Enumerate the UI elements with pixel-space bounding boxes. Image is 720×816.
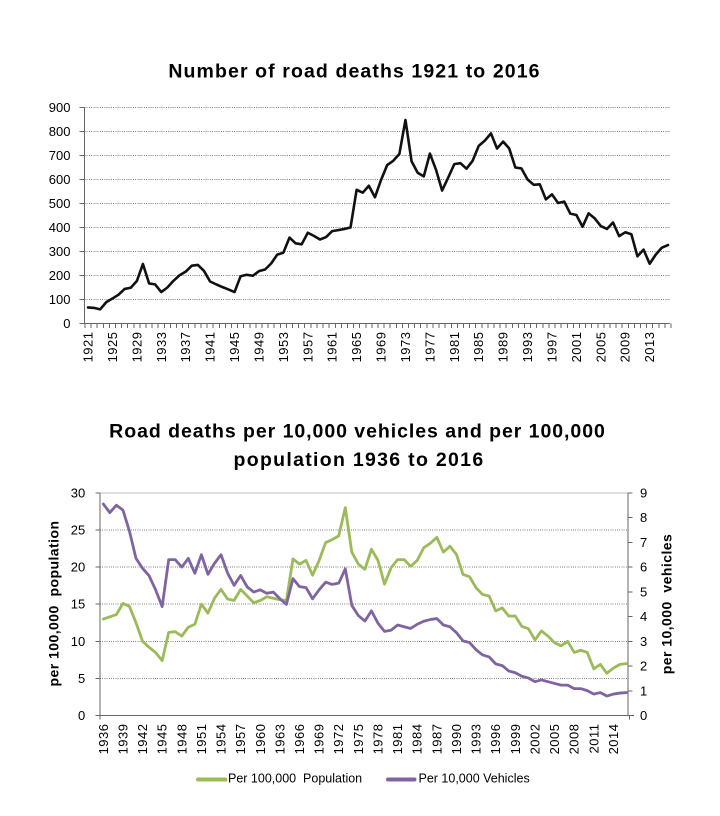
svg-text:1985: 1985 <box>471 332 486 363</box>
svg-text:1: 1 <box>640 683 647 698</box>
svg-text:1957: 1957 <box>233 724 248 755</box>
svg-text:5: 5 <box>640 584 647 599</box>
svg-text:20: 20 <box>71 560 85 575</box>
svg-text:Per 100,000 Population: Per 100,000 Population <box>228 771 362 785</box>
svg-text:7: 7 <box>640 535 647 550</box>
svg-text:6: 6 <box>640 560 647 575</box>
svg-text:1921: 1921 <box>81 332 96 363</box>
svg-text:1942: 1942 <box>135 724 150 755</box>
svg-text:1937: 1937 <box>178 332 193 363</box>
svg-text:Per 10,000 Vehicles: Per 10,000 Vehicles <box>419 771 530 785</box>
svg-text:1978: 1978 <box>371 724 386 755</box>
svg-text:1990: 1990 <box>449 724 464 755</box>
svg-text:2013: 2013 <box>642 332 657 363</box>
svg-text:1925: 1925 <box>105 332 120 363</box>
svg-text:1975: 1975 <box>351 724 366 755</box>
svg-text:1997: 1997 <box>545 332 560 363</box>
svg-text:1981: 1981 <box>390 724 405 755</box>
svg-text:2014: 2014 <box>606 724 621 755</box>
svg-text:1966: 1966 <box>292 724 307 755</box>
svg-text:900: 900 <box>49 100 71 115</box>
svg-text:1965: 1965 <box>349 332 364 363</box>
svg-text:1981: 1981 <box>447 332 462 363</box>
svg-text:2011: 2011 <box>586 724 601 754</box>
svg-text:9: 9 <box>640 485 647 500</box>
svg-text:5: 5 <box>78 671 85 686</box>
svg-text:1969: 1969 <box>312 724 327 755</box>
svg-text:per 10,000 vehicles: per 10,000 vehicles <box>659 534 675 675</box>
svg-text:1945: 1945 <box>227 332 242 363</box>
svg-text:1993: 1993 <box>469 724 484 755</box>
svg-text:8: 8 <box>640 510 647 525</box>
svg-text:1949: 1949 <box>251 332 266 363</box>
svg-text:200: 200 <box>49 268 71 283</box>
svg-text:0: 0 <box>640 708 647 723</box>
svg-text:1954: 1954 <box>214 724 229 755</box>
svg-text:1941: 1941 <box>203 332 218 363</box>
svg-text:10: 10 <box>71 634 85 649</box>
svg-text:700: 700 <box>49 148 71 163</box>
svg-text:1996: 1996 <box>488 724 503 755</box>
svg-text:800: 800 <box>49 124 71 139</box>
svg-text:2009: 2009 <box>618 332 633 363</box>
svg-text:1948: 1948 <box>174 724 189 755</box>
svg-text:1984: 1984 <box>410 724 425 755</box>
svg-text:per 100,000 population: per 100,000 population <box>46 521 62 687</box>
svg-text:1960: 1960 <box>253 724 268 755</box>
svg-text:1953: 1953 <box>276 332 291 363</box>
svg-text:500: 500 <box>49 196 71 211</box>
svg-text:1989: 1989 <box>496 332 511 363</box>
svg-text:population 1936 to 2016: population 1936 to 2016 <box>234 449 485 471</box>
svg-text:0: 0 <box>63 316 70 331</box>
svg-text:1929: 1929 <box>129 332 144 363</box>
svg-text:25: 25 <box>71 522 85 537</box>
svg-text:Number of road deaths 1921 to: Number of road deaths 1921 to 2016 <box>168 61 540 83</box>
svg-text:1963: 1963 <box>272 724 287 755</box>
svg-text:1957: 1957 <box>300 332 315 363</box>
svg-text:2: 2 <box>640 659 647 674</box>
svg-text:1999: 1999 <box>508 724 523 755</box>
svg-text:15: 15 <box>71 597 85 612</box>
svg-text:1993: 1993 <box>520 332 535 363</box>
svg-text:Road deaths per 10,000 vehicle: Road deaths per 10,000 vehicles and per … <box>109 421 606 443</box>
svg-text:3: 3 <box>640 634 647 649</box>
svg-text:1977: 1977 <box>422 332 437 363</box>
svg-text:1945: 1945 <box>155 724 170 755</box>
svg-text:1936: 1936 <box>96 724 111 755</box>
svg-text:2001: 2001 <box>569 332 584 363</box>
svg-text:4: 4 <box>640 609 647 624</box>
svg-text:2008: 2008 <box>567 724 582 755</box>
svg-text:1987: 1987 <box>429 724 444 755</box>
svg-text:1973: 1973 <box>398 332 413 363</box>
svg-text:1933: 1933 <box>154 332 169 363</box>
svg-text:2002: 2002 <box>527 724 542 755</box>
svg-text:300: 300 <box>49 244 71 259</box>
svg-text:1939: 1939 <box>115 724 130 755</box>
svg-text:1951: 1951 <box>194 724 209 755</box>
svg-text:400: 400 <box>49 220 71 235</box>
svg-text:30: 30 <box>71 485 85 500</box>
svg-text:2005: 2005 <box>593 332 608 363</box>
svg-text:100: 100 <box>49 292 71 307</box>
svg-text:1972: 1972 <box>331 724 346 755</box>
svg-text:2005: 2005 <box>547 724 562 755</box>
svg-text:600: 600 <box>49 172 71 187</box>
svg-text:1961: 1961 <box>325 332 340 363</box>
svg-text:0: 0 <box>78 708 85 723</box>
svg-text:1969: 1969 <box>374 332 389 363</box>
